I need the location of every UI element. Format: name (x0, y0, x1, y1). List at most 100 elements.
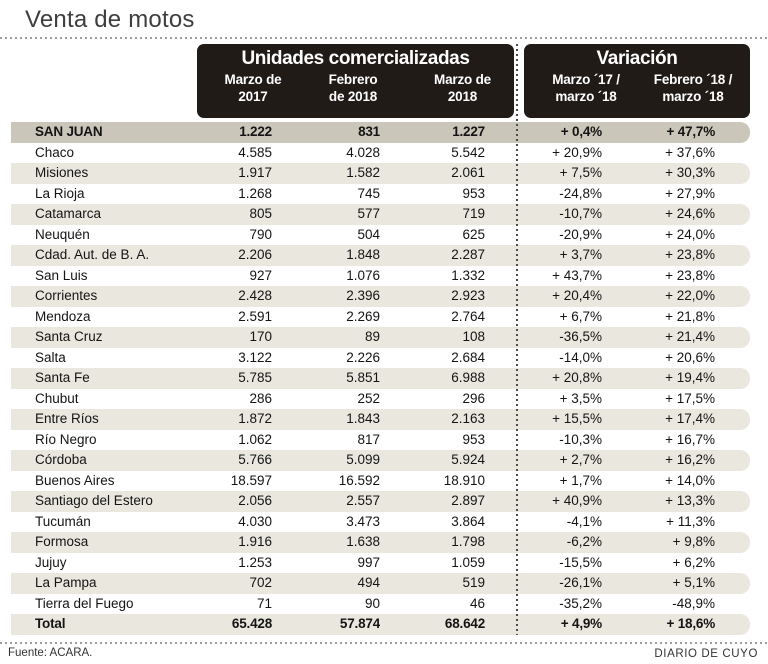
value-cell: 4.030 (238, 513, 272, 529)
value-cell: 504 (357, 226, 380, 242)
value-cell: 1.872 (238, 411, 272, 426)
value-cell: + 23,8% (665, 247, 715, 262)
province-cell: Entre Ríos (35, 411, 99, 426)
value-cell: + 3,5% (559, 390, 602, 406)
value-cell: 286 (249, 390, 272, 406)
value-cell: 2.557 (346, 493, 380, 508)
value-cell: 5.542 (451, 144, 485, 160)
province-cell: Formosa (35, 534, 89, 549)
value-cell: 2.061 (451, 165, 485, 180)
variation-header-box: Variación Marzo ´17 / marzo ´18 Febrero … (524, 44, 750, 118)
value-cell: 1.227 (452, 124, 485, 139)
table-row: Formosa 1.916 1.638 1.798 -6,2% + 9,8% (11, 532, 750, 553)
value-cell: + 30,3% (665, 165, 715, 180)
value-cell: -35,2% (559, 595, 602, 611)
value-cell: + 11,3% (666, 513, 715, 529)
value-cell: 18.597 (230, 472, 272, 488)
value-cell: 2.396 (346, 288, 380, 303)
column-header-var-feb18: Febrero ´18 / marzo ´18 (653, 72, 733, 104)
value-cell: 1.059 (451, 554, 485, 570)
value-cell: 46 (469, 595, 485, 611)
value-cell: 1.916 (238, 534, 272, 549)
table-row: La Pampa 702 494 519 -26,1% + 5,1% (11, 573, 750, 594)
value-cell: 790 (249, 226, 272, 242)
value-cell: 2.163 (451, 411, 485, 426)
value-cell: 1.917 (238, 165, 272, 180)
table-row: Tucumán 4.030 3.473 3.864 -4,1% + 11,3% (11, 512, 750, 533)
value-cell: -6,2% (566, 534, 602, 549)
value-cell: 1.582 (346, 165, 380, 180)
value-cell: + 0,4% (560, 124, 602, 139)
table-row: Neuquén 790 504 625 -20,9% + 24,0% (11, 225, 750, 246)
footer-divider (0, 642, 768, 644)
value-cell: + 6,7% (559, 308, 602, 324)
value-cell: -26,1% (559, 575, 602, 590)
value-cell: 252 (357, 390, 380, 406)
value-cell: + 24,6% (665, 206, 715, 221)
province-cell: San Luis (35, 267, 88, 283)
value-cell: 5.924 (451, 452, 485, 467)
value-cell: + 16,2% (665, 452, 715, 467)
table-row: SAN JUAN 1.222 831 1.227 + 0,4% + 47,7% (11, 122, 750, 143)
value-cell: + 16,7% (665, 431, 715, 447)
table-row: Total 65.428 57.874 68.642 + 4,9% + 18,6% (11, 614, 750, 635)
value-cell: 6.988 (451, 370, 485, 385)
table-row: Jujuy 1.253 997 1.059 -15,5% + 6,2% (11, 553, 750, 574)
value-cell: 5.766 (238, 452, 272, 467)
value-cell: + 24,0% (665, 226, 715, 242)
value-cell: 1.076 (346, 267, 380, 283)
value-cell: + 3,7% (559, 247, 602, 262)
province-cell: Córdoba (35, 452, 87, 467)
province-cell: Jujuy (35, 554, 67, 570)
value-cell: -48,9% (672, 595, 715, 611)
value-cell: 4.585 (238, 144, 272, 160)
value-cell: 953 (462, 431, 485, 447)
value-cell: 2.684 (451, 349, 485, 365)
table-row: Corrientes 2.428 2.396 2.923 + 20,4% + 22,0% (11, 286, 750, 307)
value-cell: 1.848 (346, 247, 380, 262)
value-cell: 1.222 (239, 124, 272, 139)
province-cell: Tierra del Fuego (35, 595, 134, 611)
province-cell: Buenos Aires (35, 472, 115, 488)
table-row: Cdad. Aut. de B. A. 2.206 1.848 2.287 + 3,7%… (11, 245, 750, 266)
province-cell: Catamarca (35, 206, 102, 221)
province-cell: La Rioja (35, 185, 85, 201)
value-cell: -10,3% (559, 431, 602, 447)
value-cell: 2.269 (346, 308, 380, 324)
value-cell: 1.798 (451, 534, 485, 549)
province-cell: Neuquén (35, 226, 90, 242)
value-cell: + 20,6% (665, 349, 715, 365)
table-row: Entre Ríos 1.872 1.843 2.163 + 15,5% + 17,4% (11, 409, 750, 430)
province-cell: Corrientes (35, 288, 98, 303)
value-cell: + 9,8% (672, 534, 715, 549)
column-header-feb2018: Febrero de 2018 (328, 72, 378, 104)
value-cell: + 47,7% (666, 124, 715, 139)
value-cell: + 14,0% (665, 472, 715, 488)
province-cell: Total (35, 616, 66, 631)
value-cell: 1.268 (238, 185, 272, 201)
table-row: La Rioja 1.268 745 953 -24,8% + 27,9% (11, 184, 750, 205)
value-cell: + 20,8% (552, 370, 602, 385)
value-cell: -14,0% (559, 349, 602, 365)
value-cell: 90 (364, 595, 380, 611)
value-cell: 4.028 (346, 144, 380, 160)
column-header-var-mar17: Marzo ´17 / marzo ´18 (552, 72, 620, 104)
value-cell: 57.874 (339, 616, 380, 631)
value-cell: 18.910 (443, 472, 485, 488)
value-cell: + 27,9% (665, 185, 715, 201)
credit-label: DIARIO DE CUYO (654, 648, 758, 660)
value-cell: 108 (462, 329, 485, 344)
value-cell: + 17,4% (665, 411, 715, 426)
value-cell: 997 (357, 554, 380, 570)
value-cell: -24,8% (559, 185, 602, 201)
value-cell: -36,5% (559, 329, 602, 344)
table-row: San Luis 927 1.076 1.332 + 43,7% + 23,8% (11, 266, 750, 287)
table-row: Santa Fe 5.785 5.851 6.988 + 20,8% + 19,4% (11, 368, 750, 389)
value-cell: 577 (357, 206, 380, 221)
value-cell: 16.592 (338, 472, 380, 488)
value-cell: + 7,5% (559, 165, 602, 180)
page-title: Venta de motos (25, 6, 195, 33)
variation-header-title: Variación (596, 48, 678, 69)
table-row: Mendoza 2.591 2.269 2.764 + 6,7% + 21,8% (11, 307, 750, 328)
value-cell: 71 (256, 595, 272, 611)
